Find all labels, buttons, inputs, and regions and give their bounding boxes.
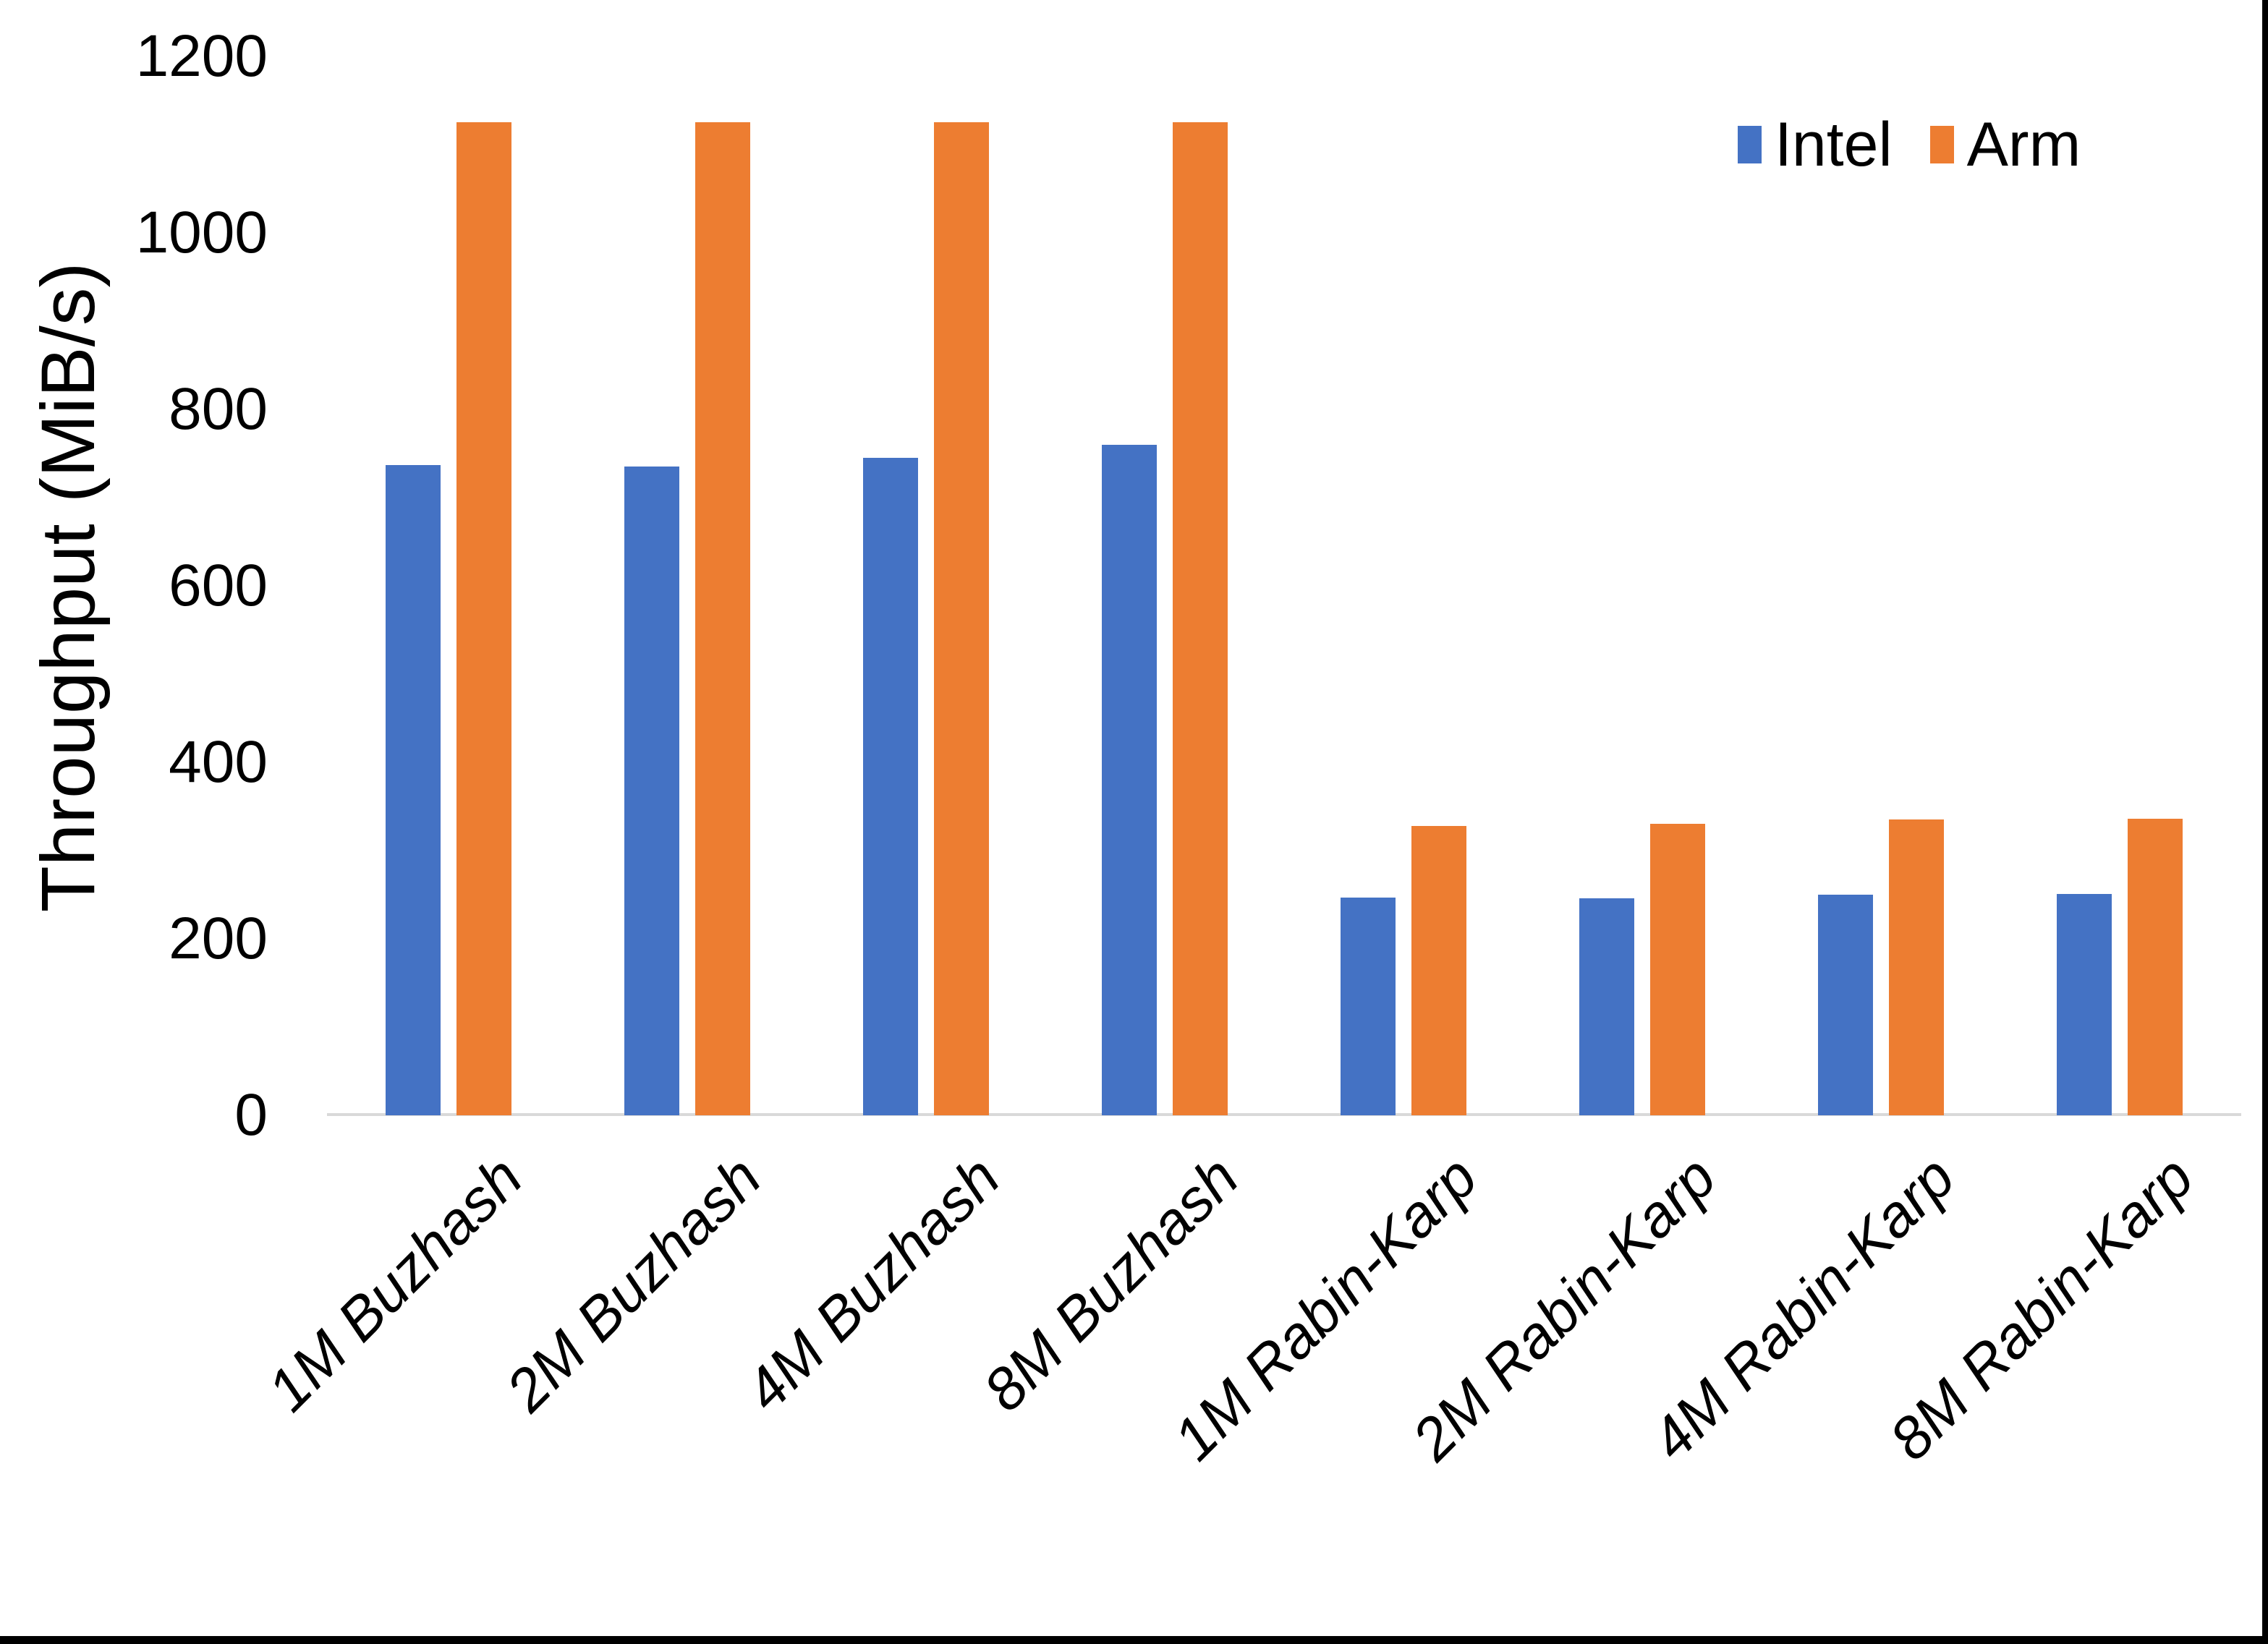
arm-bar-2m-rabin-karp <box>1650 824 1705 1115</box>
legend: Intel Arm <box>1738 110 2081 179</box>
y-tick-label: 800 <box>169 376 268 442</box>
legend-label-arm: Arm <box>1966 110 2081 179</box>
y-tick-label: 1000 <box>135 200 268 265</box>
x-category-label: 1M Rabin-Karp <box>1161 1144 1490 1473</box>
arm-bar-1m-buzhash <box>456 122 511 1115</box>
y-tick-label: 400 <box>169 729 268 795</box>
x-category-label: 2M Rabin-Karp <box>1400 1144 1729 1473</box>
x-category-label: 4M Buzhash <box>732 1144 1013 1424</box>
arm-bar-1m-rabin-karp <box>1411 826 1466 1115</box>
y-tick-label: 600 <box>169 553 268 618</box>
x-category-label: 8M Buzhash <box>971 1144 1252 1424</box>
legend-label-intel: Intel <box>1775 110 1893 179</box>
arm-bar-4m-rabin-karp <box>1889 819 1944 1115</box>
screenshot-bottom-border <box>0 1636 2268 1644</box>
intel-series-swatch <box>1738 126 1762 163</box>
intel-bar-4m-rabin-karp <box>1818 895 1873 1115</box>
arm-bar-8m-buzhash <box>1173 122 1228 1115</box>
intel-bar-2m-buzhash <box>624 467 679 1115</box>
y-tick-label: 0 <box>234 1082 268 1148</box>
intel-bar-2m-rabin-karp <box>1579 898 1634 1115</box>
arm-bar-2m-buzhash <box>695 122 750 1115</box>
intel-bar-1m-rabin-karp <box>1341 898 1396 1115</box>
arm-bar-4m-buzhash <box>934 122 989 1115</box>
legend-item-intel: Intel <box>1738 110 1893 179</box>
y-tick-label: 200 <box>169 906 268 971</box>
intel-bar-8m-buzhash <box>1102 445 1157 1115</box>
arm-bar-8m-rabin-karp <box>2128 819 2183 1115</box>
x-category-label: 2M Buzhash <box>493 1144 774 1424</box>
legend-item-arm: Arm <box>1929 110 2081 179</box>
intel-bar-4m-buzhash <box>863 458 918 1115</box>
x-category-label: 4M Rabin-Karp <box>1639 1144 1968 1473</box>
x-axis-baseline <box>327 1113 2241 1116</box>
intel-bar-1m-buzhash <box>386 465 441 1115</box>
arm-series-swatch <box>1929 126 1954 163</box>
x-category-label: 8M Rabin-Karp <box>1877 1144 2207 1473</box>
y-tick-label: 1200 <box>135 23 268 89</box>
intel-bar-8m-rabin-karp <box>2057 894 2112 1115</box>
screenshot-right-border <box>2262 0 2268 1644</box>
x-category-label: 1M Buzhash <box>255 1144 535 1424</box>
